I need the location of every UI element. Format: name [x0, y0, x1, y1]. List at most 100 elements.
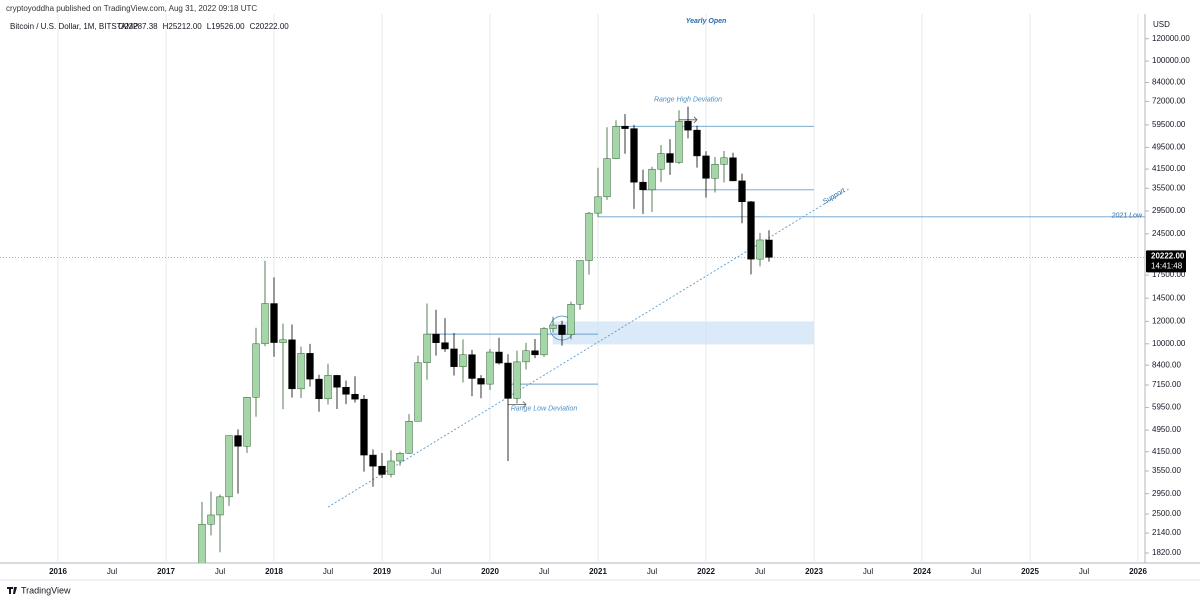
y-tick-label: 59500.00 — [1152, 120, 1186, 129]
y-tick-label: 84000.00 — [1152, 78, 1186, 87]
y-tick-label: 120000.00 — [1152, 34, 1190, 43]
level-label: 2021 Low — [1111, 213, 1143, 220]
candle-body — [396, 453, 404, 462]
candle-body — [324, 375, 332, 400]
candle-body — [648, 168, 656, 191]
price-countdown: 14:41:48 — [1151, 261, 1183, 270]
candle-body — [306, 353, 314, 380]
x-tick-label: 2026 — [1129, 567, 1147, 576]
candle-body — [756, 239, 764, 260]
candle-body — [468, 354, 476, 379]
y-tick-label: 2500.00 — [1152, 509, 1181, 518]
y-tick-label: 72000.00 — [1152, 97, 1186, 106]
y-tick-label: 41500.00 — [1152, 164, 1186, 173]
x-tick-label: Jul — [647, 567, 657, 576]
candle-body — [513, 361, 521, 399]
y-tick-label: 10000.00 — [1152, 339, 1186, 348]
candle-body — [522, 350, 530, 363]
candle-body — [675, 120, 683, 163]
candle-body — [414, 362, 422, 422]
ohlc-value: O23287.38 — [118, 22, 158, 31]
ohlc-value: L19526.00 — [207, 22, 245, 31]
candle-body — [702, 155, 710, 179]
x-tick-label: 2017 — [157, 567, 175, 576]
y-tick-label: 2950.00 — [1152, 489, 1181, 498]
candle-body — [684, 120, 692, 131]
candle-body — [351, 393, 359, 400]
byline: cryptoyoddha published on TradingView.co… — [6, 4, 257, 13]
candle-body — [333, 375, 341, 388]
yearly-open-label: Yearly Open — [686, 18, 727, 25]
x-tick-label: 2020 — [481, 567, 499, 576]
x-tick-label: Jul — [323, 567, 333, 576]
candle-body — [450, 348, 458, 367]
chart-title: Bitcoin / U.S. Dollar, 1M, BITSTAMP — [10, 22, 138, 31]
candle-body — [594, 196, 602, 214]
x-tick-label: 2018 — [265, 567, 283, 576]
range-high-arrowhead — [693, 116, 698, 124]
zone — [553, 321, 814, 345]
candle-body — [279, 339, 287, 343]
candle-body — [225, 435, 233, 498]
candle-body — [693, 129, 701, 157]
currency: USD — [1153, 20, 1170, 29]
ohlc-value: C20222.00 — [250, 22, 290, 31]
candle-body — [720, 157, 728, 165]
candle-body — [558, 324, 566, 335]
x-tick-label: 2016 — [49, 567, 67, 576]
x-tick-label: 2025 — [1021, 567, 1039, 576]
candle-body — [459, 354, 467, 367]
candle-body — [252, 343, 260, 398]
candle-body — [495, 351, 503, 364]
candle-body — [567, 304, 575, 335]
candle-body — [531, 350, 539, 356]
candle-body — [612, 126, 620, 159]
candle-body — [315, 378, 323, 400]
candle-body — [765, 239, 773, 258]
candle-body — [585, 212, 593, 261]
candle-body — [747, 201, 755, 260]
candle-body — [432, 333, 440, 343]
candle-body — [378, 465, 386, 475]
x-tick-label: Jul — [1079, 567, 1089, 576]
y-tick-label: 14500.00 — [1152, 293, 1186, 302]
y-tick-label: 2140.00 — [1152, 528, 1181, 537]
range-low-arrowhead — [522, 401, 527, 408]
x-tick-label: 2022 — [697, 567, 715, 576]
candle-body — [657, 153, 665, 170]
candle-body — [234, 435, 242, 447]
candle-body — [297, 353, 305, 390]
candle-body — [711, 164, 719, 179]
x-tick-label: 2021 — [589, 567, 607, 576]
y-tick-label: 7150.00 — [1152, 380, 1181, 389]
y-tick-label: 17500.00 — [1152, 270, 1186, 279]
candle-body — [549, 324, 557, 329]
range-high-label: Range High Deviation — [654, 97, 722, 104]
candle-body — [540, 328, 548, 356]
y-tick-label: 12000.00 — [1152, 317, 1186, 326]
price-tag — [1146, 250, 1186, 273]
x-tick-label: Jul — [107, 567, 117, 576]
candle-body — [729, 157, 737, 182]
x-tick-label: Jul — [539, 567, 549, 576]
candle-body — [621, 126, 629, 129]
candle-body — [369, 454, 377, 467]
x-tick-label: Jul — [431, 567, 441, 576]
brand-logo — [7, 587, 17, 594]
x-tick-label: Jul — [215, 567, 225, 576]
candle-body — [207, 514, 215, 525]
ohlc-value: H25212.00 — [163, 22, 203, 31]
x-tick-label: Jul — [971, 567, 981, 576]
axes: 2016 2017 2018 2019 2020 2021 2022 2023 2024 2025… — [49, 34, 1190, 576]
y-tick-label: 4950.00 — [1152, 425, 1181, 434]
y-tick-label: 8400.00 — [1152, 360, 1181, 369]
y-tick-label: 24500.00 — [1152, 229, 1186, 238]
range-low-label: Range Low Deviation — [511, 406, 578, 413]
candle-body — [360, 398, 368, 456]
y-tick-label: 5950.00 — [1152, 403, 1181, 412]
candle-body — [630, 128, 638, 183]
plot-area: 2021 Low Support Range High Deviation Range… — [0, 14, 1145, 563]
candle-body — [738, 180, 746, 203]
y-tick-label: 49500.00 — [1152, 143, 1186, 152]
